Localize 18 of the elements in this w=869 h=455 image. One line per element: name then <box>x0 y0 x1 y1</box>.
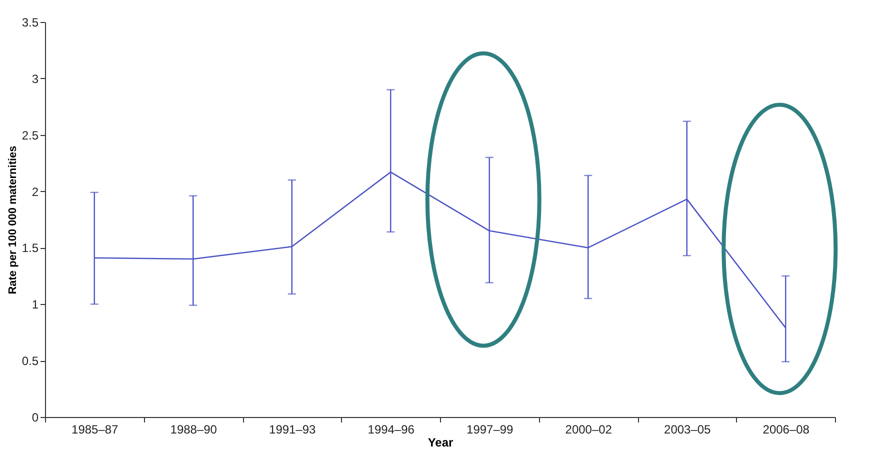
x-tick-label: 2000–02 <box>565 422 612 436</box>
y-tick-label: 3 <box>32 72 39 86</box>
x-tick-label: 1988–90 <box>170 422 218 436</box>
y-axis-title: Rate per 100 000 maternities <box>6 146 19 294</box>
y-tick-label: 2.5 <box>22 128 39 142</box>
y-tick-label: 1 <box>32 298 39 312</box>
x-tick-label: 1985–87 <box>72 422 119 436</box>
x-tick-label: 1997–99 <box>466 422 514 436</box>
y-tick-label: 0.5 <box>22 354 39 368</box>
y-tick-label: 2 <box>32 184 39 199</box>
x-tick-label: 2006–08 <box>762 422 810 436</box>
y-tick-label: 0 <box>32 410 39 424</box>
y-tick-label: 3.5 <box>22 16 39 30</box>
x-tick-label: 1991–93 <box>269 422 316 436</box>
y-tick-label: 1.5 <box>22 241 39 256</box>
x-axis-title: Year <box>428 436 454 450</box>
x-tick-label: 1994–96 <box>368 422 415 436</box>
x-tick-label: 2003–05 <box>664 422 712 436</box>
